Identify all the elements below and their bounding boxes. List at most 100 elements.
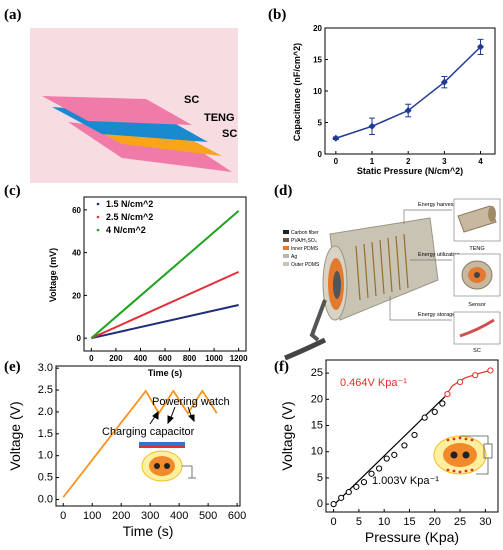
chart-f-marks: [330, 367, 494, 508]
data-point-4: [477, 43, 485, 51]
x-tick-label-0: 0: [89, 354, 94, 363]
chart-f-frame: [325, 359, 499, 513]
y-tick-label-4: 2.0: [38, 406, 53, 418]
annotation-low-slope: 1.003V Kpa⁻¹: [372, 475, 439, 487]
chart-f-ticks: 0 5 10 15 20 25 30 0 5 10 15 20 25: [311, 367, 492, 528]
y-tick-label-1: 5: [317, 472, 323, 484]
x-tick-label-1: 5: [356, 516, 362, 528]
series-line-1: [90, 270, 240, 340]
data-point-0-7: [383, 455, 390, 462]
data-point-0-11: [421, 414, 428, 421]
y-tick-label-2: 10: [313, 87, 322, 96]
inset-label-sensor: Sensor: [468, 302, 486, 308]
x-tick-label-1: 200: [109, 354, 123, 363]
x-tick-label-6: 1200: [230, 354, 248, 363]
y-tick-label-5: 25: [311, 367, 323, 379]
sc-layer-top: [42, 96, 192, 125]
y-tick-label-2: 10: [311, 446, 323, 458]
legend-label-1: 2.5 N/cm^2: [106, 212, 153, 222]
panel-d: (d) Carbon fiber PV: [274, 183, 501, 361]
data-point-0-4: [360, 479, 368, 486]
series-line-0: [91, 304, 239, 340]
panel-e-letter: (e): [4, 359, 21, 375]
x-tick-label-0: 0: [334, 157, 339, 166]
chart-b-frame: [324, 27, 496, 155]
fiber-illustration: [284, 217, 439, 361]
x-tick-label-2: 200: [112, 510, 130, 522]
panel-d-letter: (d): [274, 183, 292, 199]
sensor-cross-section-icon: [433, 435, 493, 475]
chart-e-marks: [62, 389, 218, 498]
data-point-0-8: [391, 451, 398, 458]
legend-carbon-fiber: Carbon fiber: [291, 230, 319, 236]
annotation-high-slope: 0.464V Kpa⁻¹: [340, 377, 407, 389]
panel-a: (a) SC TENG SC: [4, 7, 238, 183]
y-tick-label-1: 5: [318, 119, 323, 128]
fiber-legend: Carbon fiber PVA/H₂SO₄ Inner PDMS Ag Out…: [283, 230, 320, 268]
y-tick-label-6: 3.0: [38, 362, 53, 374]
x-tick-label-4: 400: [170, 510, 188, 522]
label-teng: TENG: [204, 112, 235, 124]
coil-windings: [355, 233, 409, 301]
x-tick-label-5: 1000: [205, 354, 223, 363]
inset-label-sc: SC: [473, 348, 481, 354]
inset-sensor: Sensor: [453, 253, 501, 308]
data-point-0-1: [338, 494, 345, 501]
panel-e: (e) 0 100 200 300 400 500 600 0.0 0.5 1.0 1.5 2.0 2.…: [4, 359, 246, 539]
chart-e-frame: [55, 365, 241, 507]
series-line-capacitance: [335, 46, 482, 139]
legend-pva: PVA/H₂SO₄: [291, 238, 317, 244]
x-tick-label-4: 800: [183, 354, 197, 363]
x-tick-label-3: 3: [442, 157, 447, 166]
x-tick-label-5: 500: [199, 510, 217, 522]
chart-b-ticks: 0 1 2 3 4 0 5 10 15 20: [313, 24, 483, 166]
data-point-0-10: [411, 431, 418, 439]
fit-line-low: [333, 396, 446, 506]
data-point-1-3: [487, 367, 494, 374]
legend-marker-1: [96, 215, 100, 219]
legend-marker-2: [96, 228, 100, 232]
chart-c-legend: 1.5 N/cm^2 2.5 N/cm^2 4 N/cm^2: [96, 199, 153, 235]
chart-b-ylabel: Capacitance (nF/cm^2): [292, 43, 302, 141]
x-tick-label-6: 600: [228, 510, 246, 522]
chart-e-xlabel: Time (s): [123, 523, 174, 539]
chart-c-marks: [90, 210, 240, 340]
data-point-1: [368, 122, 376, 130]
data-point-2: [404, 107, 412, 115]
legend-outer-pdms: Outer PDMS: [291, 262, 320, 268]
panel-f-letter: (f): [274, 359, 289, 375]
data-point-0-3: [353, 483, 360, 490]
y-tick-label-1: 0.5: [38, 472, 53, 484]
data-point-0-2: [345, 488, 352, 496]
chart-f-ylabel: Voltage (V): [279, 401, 295, 470]
y-tick-label-3: 15: [311, 420, 323, 432]
chart-c-ticks: 0 200 400 600 800 1000 1200 0 20 40 60: [72, 206, 248, 363]
data-point-0: [332, 134, 340, 142]
data-point-3: [440, 78, 448, 86]
fit-line-high: [444, 369, 491, 398]
callout-energy-harvest: Energy harvest: [418, 202, 455, 208]
y-tick-label-1: 20: [72, 291, 81, 300]
chart-e-ticks: 0 100 200 300 400 500 600 0.0 0.5 1.0 1.5 2.0 2.5 3.0: [38, 362, 247, 522]
callout-energy-utilization: Energy utilization: [418, 252, 460, 258]
series-line-2: [90, 210, 240, 339]
y-tick-label-4: 20: [311, 393, 323, 405]
chart-e-ylabel: Voltage (V): [7, 401, 23, 470]
y-tick-label-3: 60: [72, 206, 81, 215]
chart-b-marks: [332, 38, 485, 142]
x-tick-label-6: 30: [479, 516, 491, 528]
legend-marker-0: [96, 202, 100, 206]
data-point-0-13: [439, 400, 446, 407]
series-line-voltage: [62, 389, 218, 498]
data-point-0-0: [330, 501, 337, 508]
data-point-1-1: [456, 378, 464, 386]
panel-b-letter: (b): [268, 7, 286, 23]
data-point-0-12: [431, 408, 438, 415]
data-point-1-0: [444, 390, 451, 398]
y-tick-label-5: 2.5: [38, 384, 53, 396]
chart-f-xlabel: Pressure (Kpa): [365, 529, 459, 545]
panel-a-letter: (a): [4, 7, 22, 23]
y-tick-label-0: 0: [77, 334, 82, 343]
